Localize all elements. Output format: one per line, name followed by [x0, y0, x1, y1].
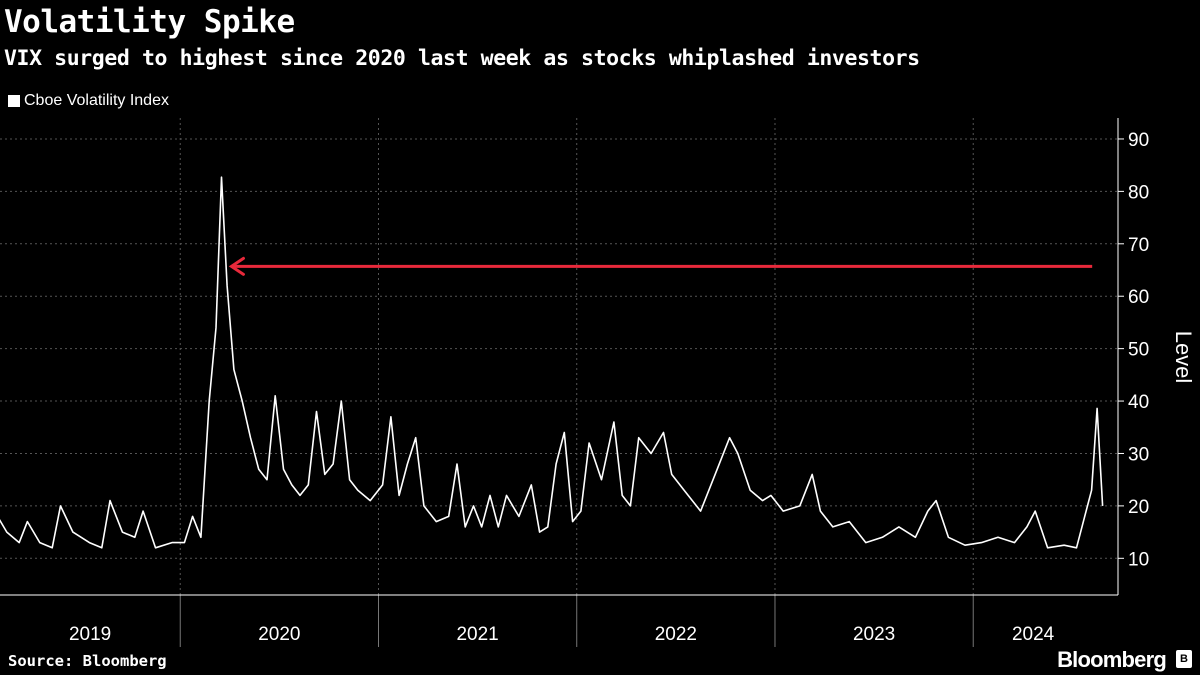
x-tick-label: 2021 — [456, 624, 498, 645]
annotation-arrowhead — [228, 256, 245, 276]
x-tick-label: 2020 — [258, 624, 300, 645]
y-tick-label: 50 — [1128, 340, 1149, 361]
brand-logo: Bloomberg — [1057, 647, 1167, 672]
y-tick-label: 60 — [1128, 287, 1149, 308]
y-tick-label: 70 — [1128, 235, 1149, 256]
y-tick-label: 30 — [1128, 444, 1149, 465]
x-tick-label: 2024 — [1012, 624, 1055, 645]
x-tick-label: 2019 — [69, 624, 111, 645]
y-tick-label: 90 — [1128, 130, 1149, 151]
legend-label: Cboe Volatility Index — [24, 92, 169, 109]
chart-title: Volatility Spike — [4, 4, 295, 40]
series-line — [0, 176, 1104, 549]
bloomberg-icon: B — [1176, 650, 1192, 668]
source-note: Source: Bloomberg — [8, 652, 167, 670]
chart-subtitle: VIX surged to highest since 2020 last we… — [4, 46, 920, 71]
legend: Cboe Volatility Index — [8, 92, 169, 110]
x-tick-label: 2022 — [655, 624, 697, 645]
y-tick-label: 40 — [1128, 392, 1149, 413]
legend-swatch — [8, 95, 20, 107]
x-tick-label: 2023 — [853, 624, 895, 645]
y-tick-label: 80 — [1128, 182, 1149, 203]
y-axis-label: Level — [1171, 331, 1196, 384]
y-tick-label: 20 — [1128, 497, 1149, 518]
y-tick-label: 10 — [1128, 549, 1149, 570]
